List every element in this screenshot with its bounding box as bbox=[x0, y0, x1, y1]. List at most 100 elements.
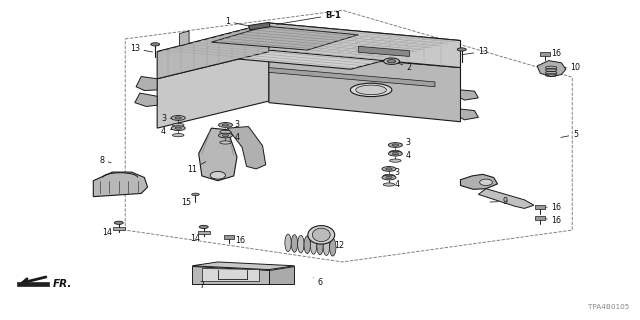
Polygon shape bbox=[461, 174, 497, 189]
Ellipse shape bbox=[218, 133, 232, 138]
Text: 11: 11 bbox=[188, 162, 206, 174]
Polygon shape bbox=[17, 282, 49, 286]
Text: 16: 16 bbox=[542, 216, 561, 225]
Ellipse shape bbox=[383, 174, 395, 178]
Polygon shape bbox=[537, 60, 566, 76]
Text: 14: 14 bbox=[102, 228, 118, 237]
Text: 8: 8 bbox=[99, 156, 111, 164]
Polygon shape bbox=[461, 109, 478, 120]
Text: 10: 10 bbox=[561, 63, 580, 72]
Polygon shape bbox=[198, 231, 209, 234]
Ellipse shape bbox=[356, 85, 387, 95]
Ellipse shape bbox=[175, 117, 181, 119]
Polygon shape bbox=[136, 76, 157, 91]
Ellipse shape bbox=[390, 150, 401, 154]
Polygon shape bbox=[269, 23, 461, 68]
Polygon shape bbox=[202, 268, 259, 281]
Text: B-1: B-1 bbox=[276, 11, 340, 24]
Ellipse shape bbox=[173, 123, 184, 126]
Ellipse shape bbox=[383, 183, 395, 186]
Polygon shape bbox=[135, 93, 157, 107]
Polygon shape bbox=[224, 235, 234, 239]
Ellipse shape bbox=[330, 238, 336, 256]
Ellipse shape bbox=[382, 166, 396, 171]
Polygon shape bbox=[113, 227, 125, 230]
Ellipse shape bbox=[390, 159, 401, 162]
Polygon shape bbox=[478, 189, 534, 208]
Ellipse shape bbox=[172, 116, 185, 120]
Ellipse shape bbox=[173, 133, 184, 137]
Ellipse shape bbox=[199, 225, 208, 228]
Ellipse shape bbox=[458, 48, 467, 51]
Ellipse shape bbox=[386, 168, 392, 170]
Ellipse shape bbox=[323, 238, 330, 255]
Text: FR.: FR. bbox=[53, 279, 72, 289]
Polygon shape bbox=[461, 90, 478, 100]
Text: 16: 16 bbox=[230, 236, 245, 245]
Ellipse shape bbox=[218, 123, 232, 127]
Polygon shape bbox=[198, 128, 237, 181]
Ellipse shape bbox=[222, 134, 228, 137]
Polygon shape bbox=[179, 31, 189, 46]
Polygon shape bbox=[535, 216, 545, 220]
Polygon shape bbox=[157, 52, 269, 128]
Polygon shape bbox=[227, 126, 266, 169]
Text: 4: 4 bbox=[161, 127, 177, 136]
Ellipse shape bbox=[383, 58, 399, 64]
Polygon shape bbox=[192, 262, 294, 270]
Circle shape bbox=[210, 172, 225, 179]
Ellipse shape bbox=[382, 175, 396, 180]
Polygon shape bbox=[192, 266, 269, 284]
Text: 14: 14 bbox=[191, 233, 204, 243]
Text: 15: 15 bbox=[181, 197, 195, 206]
Ellipse shape bbox=[308, 226, 335, 244]
Text: 4: 4 bbox=[389, 180, 399, 189]
Ellipse shape bbox=[317, 237, 323, 255]
Polygon shape bbox=[269, 52, 461, 122]
Text: 3: 3 bbox=[390, 168, 399, 177]
Text: 16: 16 bbox=[542, 203, 561, 212]
Text: 2: 2 bbox=[395, 62, 412, 72]
Ellipse shape bbox=[312, 228, 330, 242]
Polygon shape bbox=[535, 205, 545, 209]
Ellipse shape bbox=[350, 83, 392, 97]
Text: 12: 12 bbox=[325, 240, 344, 250]
Ellipse shape bbox=[175, 127, 181, 129]
Text: 16: 16 bbox=[547, 49, 561, 58]
Text: 3: 3 bbox=[161, 114, 177, 123]
Ellipse shape bbox=[392, 144, 399, 146]
Ellipse shape bbox=[304, 236, 310, 253]
Text: 13: 13 bbox=[462, 47, 488, 56]
Polygon shape bbox=[248, 22, 270, 30]
Ellipse shape bbox=[115, 221, 124, 224]
Circle shape bbox=[479, 179, 492, 186]
Ellipse shape bbox=[220, 141, 231, 144]
Ellipse shape bbox=[310, 236, 317, 254]
Polygon shape bbox=[93, 172, 148, 197]
Ellipse shape bbox=[220, 130, 231, 133]
Ellipse shape bbox=[151, 43, 160, 46]
Text: 9: 9 bbox=[490, 197, 508, 206]
Text: 3: 3 bbox=[397, 138, 411, 147]
Text: 13: 13 bbox=[130, 44, 152, 53]
Text: 4: 4 bbox=[227, 133, 239, 142]
Text: 1: 1 bbox=[225, 17, 248, 26]
Ellipse shape bbox=[298, 235, 304, 253]
Polygon shape bbox=[358, 46, 410, 56]
Text: TPA4B0105: TPA4B0105 bbox=[588, 304, 630, 309]
Ellipse shape bbox=[387, 60, 396, 63]
Ellipse shape bbox=[222, 124, 228, 126]
Text: 7: 7 bbox=[199, 277, 214, 290]
Text: 5: 5 bbox=[561, 130, 578, 139]
Polygon shape bbox=[269, 68, 435, 87]
Text: 3: 3 bbox=[228, 120, 239, 130]
Text: 6: 6 bbox=[314, 278, 323, 287]
Polygon shape bbox=[157, 23, 461, 69]
Ellipse shape bbox=[291, 235, 298, 252]
Text: 4: 4 bbox=[396, 151, 411, 160]
Ellipse shape bbox=[392, 153, 399, 155]
Polygon shape bbox=[540, 52, 550, 56]
Ellipse shape bbox=[386, 176, 392, 179]
Polygon shape bbox=[269, 266, 294, 284]
Ellipse shape bbox=[172, 126, 185, 131]
